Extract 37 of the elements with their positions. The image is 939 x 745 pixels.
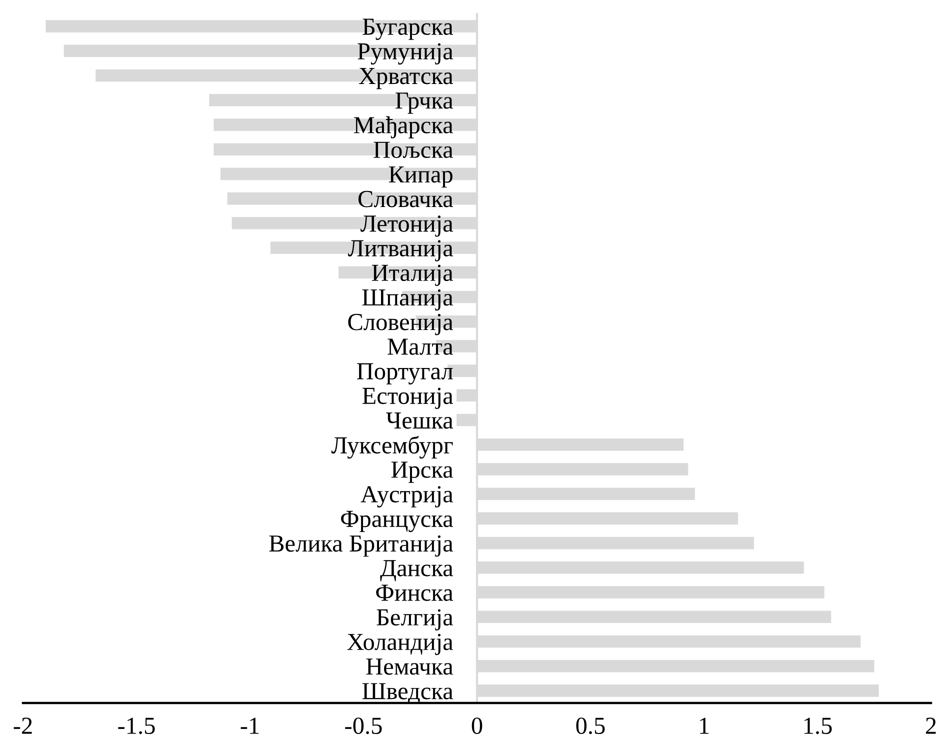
- y-tick-label: Естонија: [362, 388, 454, 410]
- y-tick-label: Белгија: [376, 609, 454, 630]
- y-tick-label: Велика Британија: [269, 535, 454, 557]
- x-tick-label: -2: [14, 718, 32, 734]
- y-tick-label: Шпанија: [362, 289, 454, 311]
- y-tick-label: Малта: [388, 338, 454, 355]
- x-tick-label: -1: [240, 718, 259, 734]
- y-tick-label: Данска: [380, 560, 454, 582]
- x-tick-label: -0.5: [345, 718, 382, 734]
- x-tick-label: 1: [700, 718, 709, 734]
- y-tick-label: Немачка: [366, 658, 454, 675]
- y-tick-label: Летонија: [360, 216, 454, 237]
- y-tick-label: Холандија: [347, 634, 454, 656]
- y-tick-label: Мађарска: [354, 116, 454, 138]
- y-tick-label: Пољска: [374, 142, 454, 158]
- y-tick-label: Грчка: [396, 92, 454, 114]
- y-tick-label: Кипар: [388, 166, 452, 188]
- y-tick-label: Румунија: [358, 43, 454, 65]
- y-tick-label: Шведска: [362, 683, 454, 704]
- x-tick-label: 2: [926, 718, 936, 734]
- y-tick-label: Бугарска: [362, 18, 454, 40]
- y-tick-label: Француска: [341, 510, 454, 532]
- x-tick-label: 1.5: [804, 718, 832, 734]
- y-tick-label: Чешка: [386, 412, 454, 429]
- y-tick-label: Аустрија: [360, 486, 454, 508]
- y-tick-label: Словачка: [358, 190, 454, 208]
- y-tick-label: Португал: [357, 363, 453, 384]
- y-tick-label: Луксембург: [331, 436, 453, 459]
- y-tick-label: Хрватска: [358, 68, 454, 90]
- x-tick-label: -1.5: [118, 718, 155, 734]
- y-tick-label: Словенија: [348, 314, 454, 336]
- x-tick-label: 0: [472, 718, 482, 734]
- x-tick-label: 0.5: [576, 718, 605, 734]
- y-tick-label: Ирска: [391, 462, 454, 483]
- y-tick-label: Литванија: [348, 240, 454, 262]
- y-tick-label: Италија: [372, 264, 454, 286]
- y-tick-label: Финска: [376, 584, 454, 601]
